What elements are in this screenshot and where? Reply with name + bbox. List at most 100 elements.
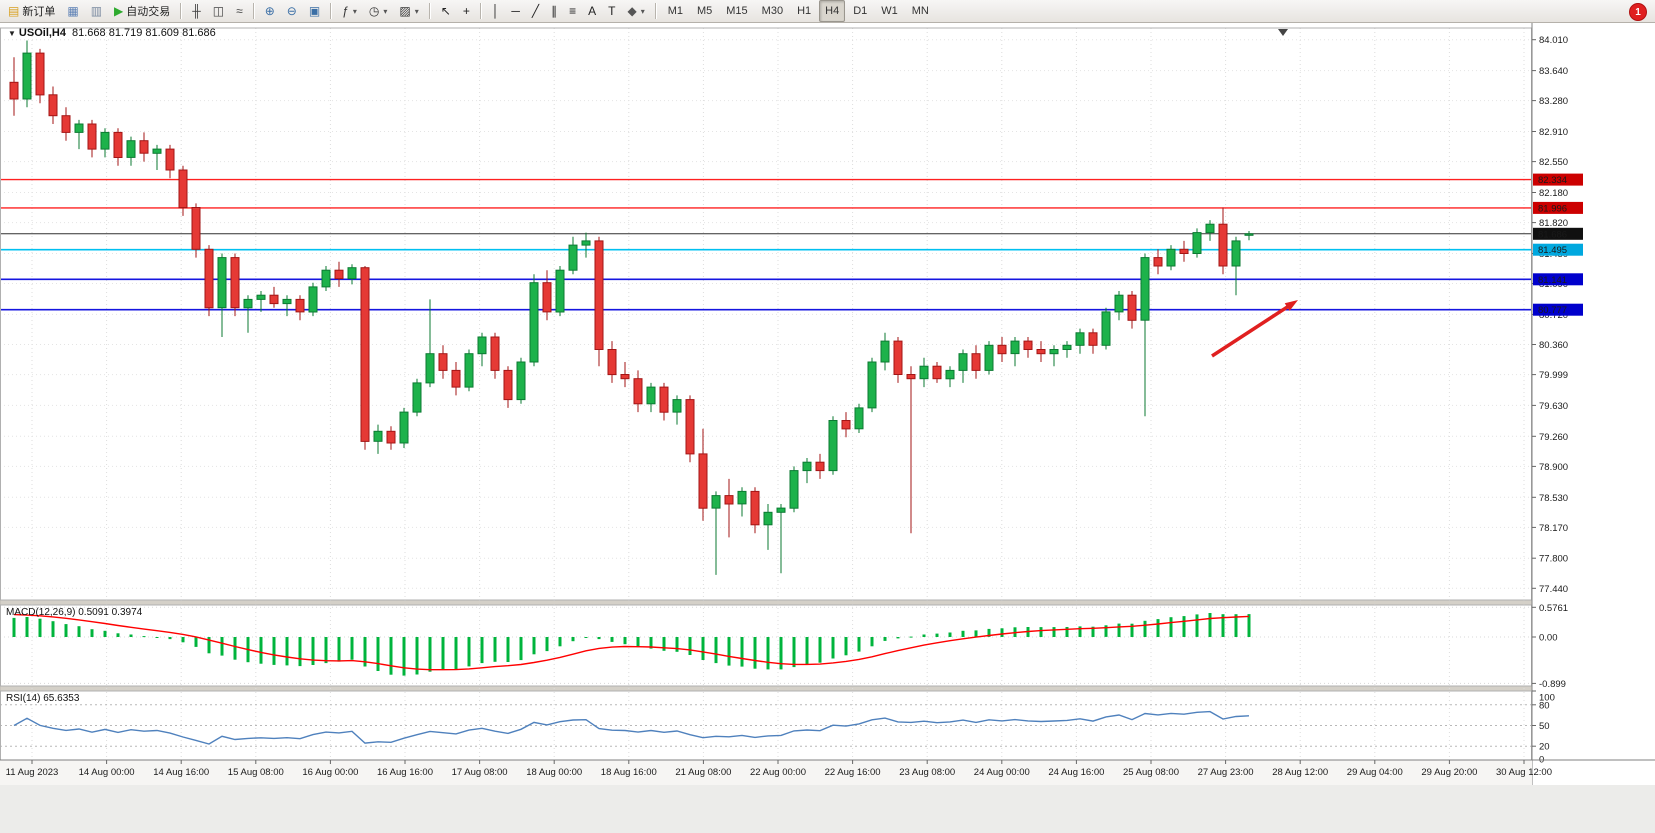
charts-window-button[interactable]: ▦ — [62, 0, 83, 22]
price-tags: 82.334 81.996 81.686 81.495 81.141 80.777 — [1533, 173, 1583, 316]
vertical-line-button[interactable]: │ — [487, 0, 505, 22]
macd-signal-line — [13, 613, 1250, 671]
svg-text:78.900: 78.900 — [1539, 462, 1568, 473]
svg-text:81.495: 81.495 — [1538, 245, 1567, 256]
rsi-line — [13, 710, 1250, 745]
chart-title-bar: ▼ USOil,H4 81.668 81.719 81.609 81.686 — [8, 27, 216, 39]
svg-text:81.996: 81.996 — [1538, 203, 1567, 214]
cursor-button[interactable]: ↖ — [436, 0, 456, 22]
svg-text:25 Aug 08:00: 25 Aug 08:00 — [1123, 767, 1179, 778]
timeframe-m5-button[interactable]: M5 — [696, 5, 713, 17]
arrow-annotation[interactable] — [1211, 300, 1298, 358]
svg-text:77.800: 77.800 — [1539, 554, 1568, 565]
time-axis[interactable] — [0, 760, 1532, 785]
new-order-icon: ▤ — [8, 4, 20, 18]
toolbar-separator — [330, 3, 333, 19]
svg-text:15 Aug 08:00: 15 Aug 08:00 — [228, 767, 284, 778]
horizontal-line-button[interactable]: ─ — [506, 0, 525, 22]
bar-chart-type-button[interactable]: ╫ — [187, 0, 206, 22]
text-annotation-button[interactable]: A — [583, 0, 601, 22]
bar-chart-type-icon: ╫ — [192, 4, 201, 18]
svg-text:22 Aug 16:00: 22 Aug 16:00 — [825, 767, 881, 778]
chart-shift-marker[interactable] — [1278, 29, 1288, 36]
line-chart-type-button[interactable]: ≈ — [231, 0, 248, 22]
timeframe-m1-button[interactable]: M1 — [667, 5, 683, 17]
candles — [9, 40, 1254, 575]
horizontal-line-objects[interactable] — [0, 178, 1532, 311]
svg-text:16 Aug 00:00: 16 Aug 00:00 — [302, 767, 358, 778]
svg-text:81.141: 81.141 — [1538, 275, 1567, 286]
panel-separator[interactable] — [0, 599, 1655, 606]
horizontal-line-icon: ─ — [511, 4, 520, 18]
panel-separator[interactable] — [0, 685, 1655, 692]
line-chart-type-icon: ≈ — [236, 4, 243, 18]
chart-dropdown-caret[interactable]: ▼ — [8, 29, 16, 38]
timeframe-h4-button[interactable]: H4 — [819, 0, 846, 22]
text-label-icon: T — [608, 4, 616, 18]
candlestick-chart-type-button[interactable]: ◫ — [208, 0, 229, 22]
trendline-button[interactable]: ╱ — [527, 0, 544, 22]
crosshair-icon: + — [462, 4, 470, 18]
fibonacci-button[interactable]: ≡ — [564, 0, 581, 22]
charts-window-icon: ▦ — [67, 4, 79, 18]
toolbar-separator — [252, 3, 255, 19]
price-axis[interactable] — [1532, 23, 1655, 785]
chevron-down-icon[interactable]: ▾ — [352, 6, 357, 16]
crosshair-button[interactable]: + — [458, 0, 475, 22]
svg-text:0.00: 0.00 — [1539, 633, 1558, 644]
svg-text:79.630: 79.630 — [1539, 401, 1568, 412]
macd-histogram — [12, 613, 1251, 676]
new-order-button[interactable]: ▤ 新订单 — [3, 0, 60, 22]
svg-text:11 Aug 2023: 11 Aug 2023 — [6, 767, 59, 778]
tile-windows-button[interactable]: ▣ — [304, 0, 325, 22]
timeframe-mn-button[interactable]: MN — [911, 5, 929, 17]
text-label-button[interactable]: T — [603, 0, 620, 22]
auto-trading-button[interactable]: ▶ 自动交易 — [109, 0, 175, 22]
timeframe-d1-button[interactable]: D1 — [853, 5, 868, 17]
svg-text:82.910: 82.910 — [1539, 127, 1568, 138]
candlestick-chart-type-icon: ◫ — [212, 4, 225, 18]
zoom-out-button[interactable]: ⊖ — [282, 0, 302, 22]
chevron-down-icon[interactable]: ▾ — [640, 6, 645, 16]
shapes-button[interactable]: ◆ ▾ — [622, 0, 649, 22]
profiles-button[interactable]: ▥ — [86, 0, 107, 22]
svg-text:14 Aug 16:00: 14 Aug 16:00 — [153, 767, 209, 778]
chart-background — [0, 23, 1655, 833]
channel-button[interactable]: ∥ — [546, 0, 562, 22]
svg-text:24 Aug 16:00: 24 Aug 16:00 — [1048, 767, 1104, 778]
indicators-button[interactable]: ƒ ▾ — [337, 0, 362, 22]
svg-text:30 Aug 12:00: 30 Aug 12:00 — [1496, 767, 1552, 778]
shapes-icon: ◆ — [627, 4, 637, 18]
zoom-in-button[interactable]: ⊕ — [260, 0, 280, 22]
text-annotation-icon: A — [588, 4, 597, 18]
auto-trading-icon: ▶ — [114, 4, 124, 18]
svg-text:79.999: 79.999 — [1539, 370, 1568, 381]
toolbar-separator — [428, 3, 431, 19]
svg-text:29 Aug 20:00: 29 Aug 20:00 — [1421, 767, 1477, 778]
toolbar-separator — [479, 3, 482, 19]
timeframe-m30-button[interactable]: M30 — [761, 5, 784, 17]
svg-text:18 Aug 00:00: 18 Aug 00:00 — [526, 767, 582, 778]
toolbar-separator — [180, 3, 183, 19]
svg-text:28 Aug 12:00: 28 Aug 12:00 — [1272, 767, 1328, 778]
svg-text:20: 20 — [1539, 742, 1550, 753]
svg-text:24 Aug 00:00: 24 Aug 00:00 — [974, 767, 1030, 778]
svg-text:17 Aug 08:00: 17 Aug 08:00 — [452, 767, 508, 778]
chevron-down-icon[interactable]: ▾ — [414, 6, 419, 16]
notification-badge[interactable]: 1 — [1629, 3, 1647, 21]
chevron-down-icon[interactable]: ▾ — [383, 6, 388, 16]
macd-panel — [0, 606, 1532, 684]
svg-text:80.360: 80.360 — [1539, 340, 1568, 351]
templates-icon: ▨ — [399, 4, 411, 18]
toolbar-separator — [654, 3, 657, 19]
timeframe-h1-button[interactable]: H1 — [797, 5, 812, 17]
svg-text:82.180: 82.180 — [1539, 188, 1568, 199]
timeframe-w1-button[interactable]: W1 — [881, 5, 898, 17]
ohlc-readout: 81.668 81.719 81.609 81.686 — [72, 27, 216, 39]
svg-text:83.280: 83.280 — [1539, 96, 1568, 107]
timeframe-m15-button[interactable]: M15 — [726, 5, 748, 17]
templates-button[interactable]: ▨ ▾ — [394, 0, 423, 22]
periods-button[interactable]: ◷ ▾ — [364, 0, 393, 22]
tile-windows-icon: ▣ — [308, 4, 321, 18]
